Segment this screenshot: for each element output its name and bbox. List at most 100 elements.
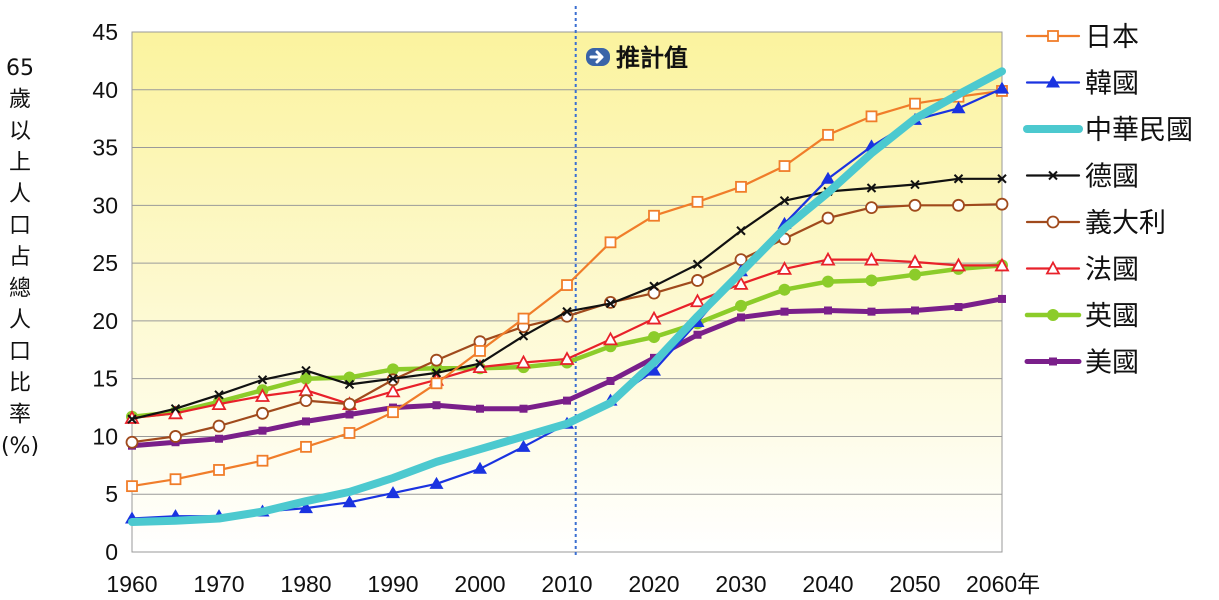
series-point [388,407,398,417]
legend-item: 美國 [1027,348,1139,379]
x-tick-label: 1990 [367,571,418,597]
legend-item: 韓國 [1027,69,1139,100]
series-point [431,355,442,366]
legend-marker-point [1049,358,1057,366]
series-point [737,313,745,321]
series-point [562,280,572,290]
series-point [607,377,615,385]
legend-marker-point [1048,31,1058,41]
series-point [866,274,878,286]
legend-label: 日本 [1085,22,1139,53]
series-point [867,111,877,121]
series-point [998,295,1006,303]
series-point [170,431,181,442]
series-point [648,331,660,343]
x-tick-label: 1960 [106,571,157,597]
series-point [823,213,834,224]
x-tick-label: 2050 [889,571,940,597]
series-point [215,435,223,443]
legend-label: 法國 [1085,255,1139,286]
legend-item: 德國 [1027,162,1139,193]
series-point [301,395,312,406]
series-point [822,276,834,288]
series-point [346,410,354,418]
series-point [736,182,746,192]
series-point [171,474,181,484]
legend-item: 義大利 [1027,208,1166,239]
series-point [520,405,528,413]
legend-label: 義大利 [1085,208,1166,239]
series-point [214,465,224,475]
series-point [344,399,355,410]
series-point [779,284,791,296]
series-point [911,306,919,314]
y-tick-label: 40 [92,77,118,103]
series-point [735,300,747,312]
x-tick-label: 2040 [802,571,853,597]
y-tick-label: 0 [105,539,118,565]
series-point [694,331,702,339]
series-point [955,303,963,311]
series-point [127,481,137,491]
arrow-right-icon [586,48,610,66]
series-point [606,237,616,247]
projection-label: 推計值 [616,44,688,72]
x-tick-label: 2020 [628,571,679,597]
x-tick-label: 2030 [715,571,766,597]
legend-label: 中華民國 [1085,115,1193,146]
series-point [866,202,877,213]
y-tick-label: 45 [92,19,118,45]
x-tick-label: 2000 [454,571,505,597]
series-point [344,372,356,384]
y-tick-label: 15 [92,366,118,392]
series-point [258,456,268,466]
legend-label: 德國 [1085,162,1139,193]
y-tick-label: 35 [92,135,118,161]
series-point [868,308,876,316]
legend-item: 日本 [1027,22,1139,53]
x-tick-label: 2010 [541,571,592,597]
series-point [823,130,833,140]
legend-item: 中華民國 [1027,115,1193,146]
series-point [432,378,442,388]
series-point [259,427,267,435]
legend-label: 美國 [1085,348,1139,379]
legend-marker-point [1048,217,1059,228]
y-tick-label: 10 [92,423,118,449]
series-point [824,306,832,314]
series-point [127,437,138,448]
series-point [910,99,920,109]
series-point [693,197,703,207]
series-point [433,401,441,409]
legend-label: 韓國 [1085,69,1139,100]
series-point [563,397,571,405]
legend-item: 英國 [1027,301,1139,332]
legend: 日本韓國中華民國德國義大利法國英國美國 [1027,22,1193,379]
x-tick-label: 2060年 [966,571,1040,597]
series-point [214,421,225,432]
series-point [257,408,268,419]
series-point [302,417,310,425]
series-point [909,269,921,281]
series-point [953,200,964,211]
legend-item: 法國 [1027,255,1139,286]
y-axis-label: 65 歲以上人口占總人口比率(%) [1,56,39,459]
legend-marker-point [1047,309,1059,321]
y-tick-label: 25 [92,250,118,276]
x-tick-label: 1980 [280,571,331,597]
series-point [519,314,529,324]
y-tick-label: 30 [92,192,118,218]
series-point [780,161,790,171]
series-point [301,442,311,452]
y-tick-label: 20 [92,308,118,334]
series-point [692,275,703,286]
series-point [345,428,355,438]
series-point [649,211,659,221]
plot-area [132,32,1002,552]
series-point [910,200,921,211]
x-tick-label: 1970 [193,571,244,597]
series-point [997,199,1008,210]
series-point [475,346,485,356]
series-point [476,405,484,413]
